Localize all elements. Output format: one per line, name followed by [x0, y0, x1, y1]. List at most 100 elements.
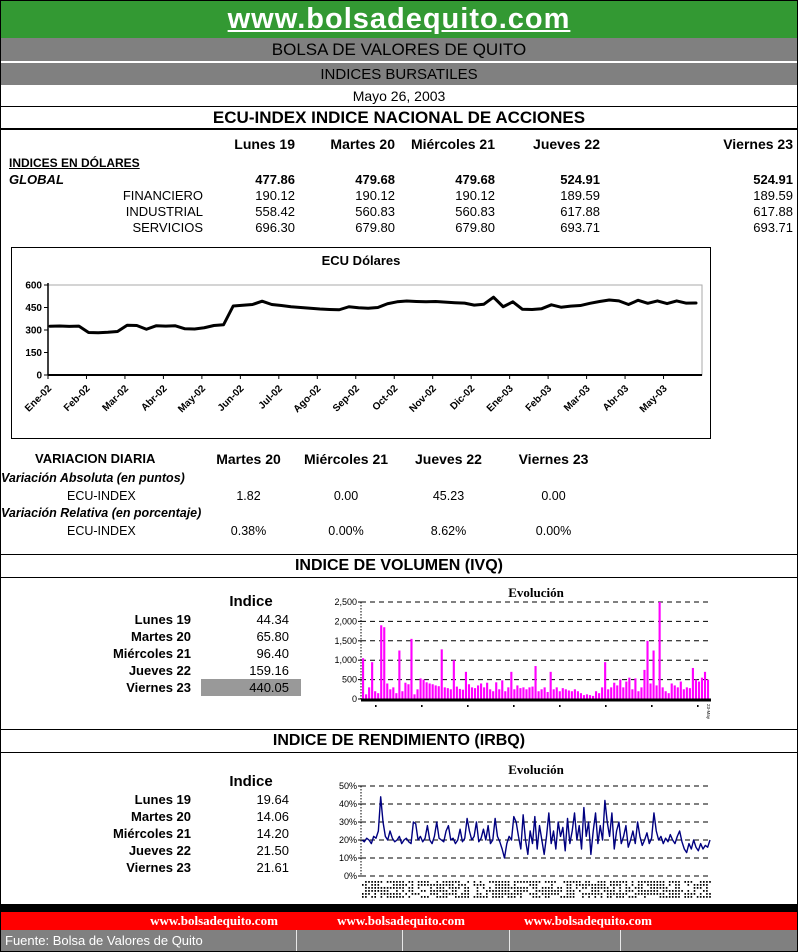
- day-header: Lunes 19: [234, 136, 295, 152]
- svg-text:Jul-02: Jul-02: [257, 383, 286, 412]
- index-value: 479.68: [355, 172, 395, 187]
- svg-text:2,000: 2,000: [334, 616, 357, 626]
- index-value: 524.91: [560, 172, 600, 187]
- svg-text:Mar-02: Mar-02: [100, 383, 131, 414]
- irbq-column-header: Indice: [229, 773, 273, 790]
- svg-text:1,500: 1,500: [334, 636, 357, 646]
- svg-text:23-May: 23-May: [706, 704, 711, 720]
- index-value: 190.12: [255, 188, 295, 203]
- svg-text:Evolución: Evolución: [508, 762, 564, 777]
- index-value: 477.86: [255, 172, 295, 187]
- variacion-value: 8.62%: [430, 524, 467, 538]
- variacion-title: VARIACION DIARIA: [35, 451, 156, 466]
- ecu-dolares-chart-area: ECU Dólares 0 150 300 450 600 Ene-02 Feb-02 Mar-…: [1, 247, 797, 439]
- day-label: Lunes 19: [134, 612, 191, 627]
- day-label: Viernes 23: [126, 860, 191, 875]
- variacion-value: 0.00%: [535, 524, 572, 538]
- svg-text:Ene-02: Ene-02: [23, 383, 54, 414]
- footer-link[interactable]: www.bolsadequito.com: [337, 913, 465, 928]
- ivq-value: 96.40: [256, 646, 289, 661]
- svg-text:40%: 40%: [339, 799, 357, 809]
- svg-text:Feb-02: Feb-02: [62, 383, 93, 414]
- ivq-value: 159.16: [249, 663, 289, 678]
- svg-text:500: 500: [342, 675, 357, 685]
- index-value: 558.42: [255, 204, 295, 219]
- svg-text:150: 150: [25, 348, 42, 359]
- irbq-value: 21.50: [256, 843, 289, 858]
- irbq-section: Indice Lunes 19 19.64 Martes 20 14.06 Miér…: [1, 753, 797, 904]
- irbq-table: Indice Lunes 19 19.64 Martes 20 14.06 Miér…: [1, 773, 301, 876]
- svg-text:Abr-02: Abr-02: [139, 383, 169, 413]
- day-label: Jueves 22: [128, 843, 191, 858]
- svg-text:May-02: May-02: [176, 383, 208, 415]
- svg-text:450: 450: [25, 303, 42, 314]
- report-date: Mayo 26, 2003: [1, 85, 797, 107]
- svg-text:300: 300: [25, 326, 42, 337]
- variacion-value: 1.82: [236, 489, 261, 503]
- irbq-value: 14.06: [256, 809, 289, 824]
- svg-text:Evolución: Evolución: [508, 585, 564, 600]
- day-label: Martes 20: [131, 629, 191, 644]
- svg-text:Nov-02: Nov-02: [407, 383, 439, 415]
- variacion-absoluta-label: Variación Absoluta (en puntos): [1, 471, 185, 485]
- footer-link[interactable]: www.bolsadequito.com: [150, 913, 278, 928]
- ivq-value: 44.34: [256, 612, 289, 627]
- footer-source-bar: Fuente: Bolsa de Valores de Quito: [1, 930, 797, 951]
- day-label: Lunes 19: [134, 792, 191, 807]
- indices-table: Lunes 19 Martes 20 Miércoles 21 Jueves 2…: [1, 130, 797, 247]
- day-header: Jueves 22: [533, 136, 600, 152]
- footer-links-bar: www.bolsadequito.com www.bolsadequito.co…: [1, 912, 797, 930]
- index-value: 693.71: [753, 220, 793, 235]
- day-label: Miércoles 21: [112, 826, 191, 841]
- index-value: 189.59: [560, 188, 600, 203]
- svg-text:May-03: May-03: [638, 383, 670, 415]
- index-value: 679.80: [355, 220, 395, 235]
- svg-text:Mar-03: Mar-03: [562, 383, 593, 414]
- day-header: Martes 20: [216, 451, 281, 467]
- irbq-evolucion-chart: Evolución 0% 10% 20% 30% 40% 50%: [339, 762, 711, 898]
- svg-text:Abr-03: Abr-03: [601, 383, 631, 413]
- index-value: 679.80: [455, 220, 495, 235]
- svg-text:ECU Dólares: ECU Dólares: [322, 253, 401, 268]
- ecu-index-section-title: ECU-INDEX INDICE NACIONAL DE ACCIONES: [1, 107, 797, 130]
- svg-text:20%: 20%: [339, 835, 357, 845]
- irbq-value: 14.20: [256, 826, 289, 841]
- day-label: Miércoles 21: [112, 646, 191, 661]
- footer-black-band: [1, 904, 797, 912]
- index-value: 524.91: [753, 172, 793, 187]
- svg-text:Feb-03: Feb-03: [524, 383, 555, 414]
- index-value: 693.71: [560, 220, 600, 235]
- svg-text:30%: 30%: [339, 817, 357, 827]
- day-header: Viernes 23: [518, 451, 589, 467]
- index-row-label: INDUSTRIAL: [125, 204, 203, 219]
- svg-text:600: 600: [25, 281, 42, 292]
- svg-text:Ene-03: Ene-03: [485, 383, 516, 414]
- variacion-value: 0.00: [333, 489, 359, 503]
- footer-link[interactable]: www.bolsadequito.com: [524, 913, 652, 928]
- day-header: Miércoles 21: [410, 136, 495, 152]
- day-header: Martes 20: [330, 136, 395, 152]
- index-value: 190.12: [355, 188, 395, 203]
- irbq-section-title: INDICE DE RENDIMIENTO (IRBQ): [1, 730, 797, 753]
- irbq-value: 19.64: [256, 792, 289, 807]
- day-label: Viernes 23: [126, 680, 191, 695]
- day-label: Jueves 22: [128, 663, 191, 678]
- ecu-dolares-chart: ECU Dólares 0 150 300 450 600 Ene-02 Feb-02 Mar-…: [11, 247, 711, 439]
- index-value: 479.68: [455, 172, 495, 187]
- variacion-diaria-table: VARIACION DIARIA Martes 20 Miércoles 21 …: [1, 439, 797, 555]
- index-value: 189.59: [753, 188, 793, 203]
- variacion-value: 0.00%: [328, 524, 364, 538]
- day-header: Jueves 22: [415, 451, 482, 467]
- footer-cell: [510, 930, 621, 951]
- index-value: 560.83: [355, 204, 395, 219]
- variacion-relativa-label: Variación Relativa (en porcentaje): [1, 506, 202, 520]
- index-value: 190.12: [455, 188, 495, 203]
- divider: [1, 61, 797, 63]
- svg-text:Ago-02: Ago-02: [292, 383, 324, 415]
- ivq-column-header: Indice: [229, 593, 273, 610]
- spacer: [1, 133, 211, 155]
- banner-url-link[interactable]: www.bolsadequito.com: [227, 3, 571, 35]
- row-label: ECU-INDEX: [67, 489, 136, 503]
- ivq-evolucion-chart: Evolución 0 500 1,000 1,500 2,000 2,500 23-May: [334, 585, 711, 720]
